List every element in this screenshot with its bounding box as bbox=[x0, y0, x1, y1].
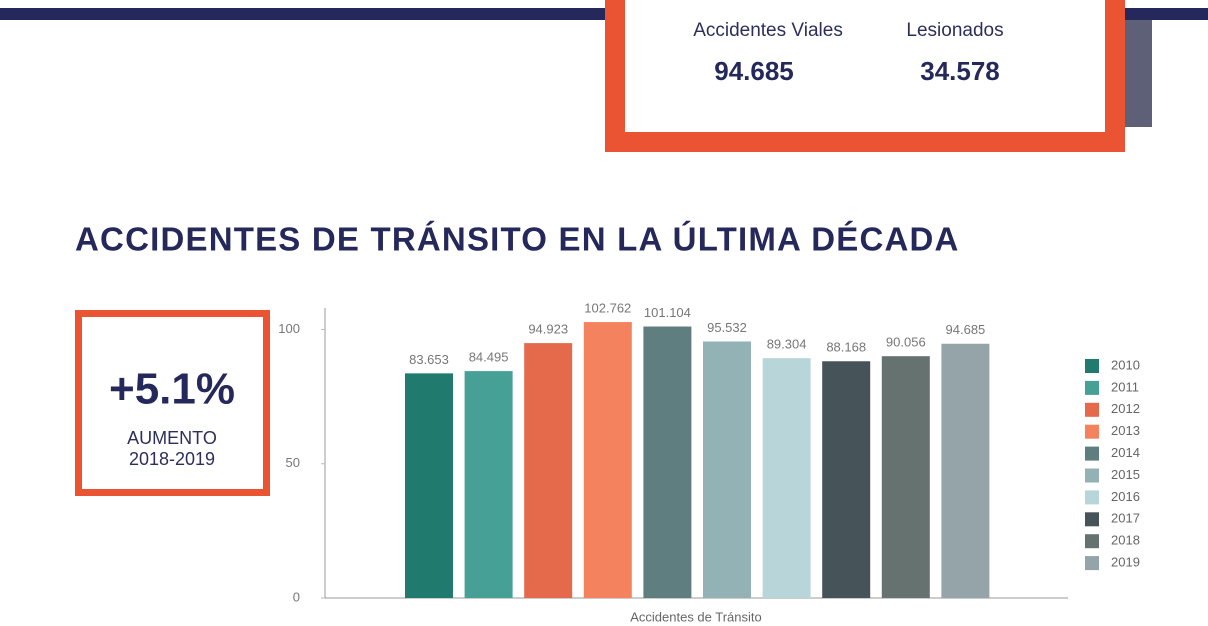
highlight-label: AUMENTO bbox=[127, 428, 217, 448]
stats-box bbox=[605, 0, 1125, 152]
legend-swatch bbox=[1085, 490, 1099, 505]
shadow-bar bbox=[1125, 20, 1152, 127]
bar bbox=[703, 341, 751, 598]
y-tick-label: 0 bbox=[293, 589, 300, 604]
legend-label: 2014 bbox=[1111, 445, 1140, 460]
data-label: 89.304 bbox=[767, 337, 807, 352]
y-tick-label: 100 bbox=[278, 321, 300, 336]
bar bbox=[643, 326, 692, 598]
bar bbox=[464, 371, 513, 598]
legend-swatch bbox=[1085, 402, 1099, 417]
highlight-box bbox=[75, 310, 270, 496]
legend-swatch bbox=[1085, 424, 1099, 439]
stat-label: Accidentes Viales bbox=[693, 20, 843, 41]
legend-swatch bbox=[1085, 468, 1099, 483]
highlight-period: 2018-2019 bbox=[129, 449, 215, 469]
bar bbox=[405, 373, 453, 598]
top-bar bbox=[0, 8, 620, 20]
bar bbox=[583, 322, 632, 598]
legend-label: 2015 bbox=[1111, 467, 1140, 482]
data-label: 84.495 bbox=[469, 350, 509, 365]
legend-swatch bbox=[1085, 380, 1099, 395]
data-label: 94.685 bbox=[946, 322, 986, 337]
legend-label: 2013 bbox=[1111, 423, 1140, 438]
legend-swatch bbox=[1085, 359, 1099, 373]
top-bar bbox=[1110, 8, 1208, 20]
highlight-value: +5.1% bbox=[109, 365, 235, 414]
legend-label: 2016 bbox=[1111, 489, 1140, 504]
legend-swatch bbox=[1085, 534, 1099, 549]
bar bbox=[524, 343, 573, 598]
legend-label: 2017 bbox=[1111, 511, 1140, 526]
bar-chart: 0 50 100 83.653 84.495 94.923 102.762 101.104 95… bbox=[278, 301, 1140, 625]
data-label: 102.762 bbox=[584, 301, 631, 316]
data-label: 101.104 bbox=[644, 305, 691, 320]
data-label: 88.168 bbox=[826, 340, 866, 355]
chart-title: ACCIDENTES DE TRÁNSITO EN LA ÚLTIMA DÉCA… bbox=[75, 221, 960, 258]
legend-swatch bbox=[1085, 556, 1099, 571]
x-axis-label: Accidentes de Tránsito bbox=[630, 609, 762, 624]
legend-label: 2012 bbox=[1111, 401, 1140, 416]
stat-value: 34.578 bbox=[920, 56, 1000, 86]
data-label: 95.532 bbox=[707, 320, 747, 335]
bar bbox=[822, 361, 871, 598]
legend-label: 2018 bbox=[1111, 533, 1140, 548]
data-label: 90.056 bbox=[886, 335, 926, 350]
legend-label: 2011 bbox=[1111, 379, 1139, 394]
legend-label: 2010 bbox=[1111, 357, 1140, 372]
bar bbox=[941, 343, 990, 598]
legend-label: 2019 bbox=[1111, 555, 1140, 570]
stat-label: Lesionados bbox=[906, 20, 1003, 41]
bar bbox=[881, 356, 930, 598]
stat-value: 94.685 bbox=[714, 56, 794, 86]
y-tick-label: 50 bbox=[286, 455, 300, 470]
legend-swatch bbox=[1085, 512, 1099, 527]
bar bbox=[762, 358, 811, 598]
data-label: 94.923 bbox=[528, 322, 568, 337]
legend-swatch bbox=[1085, 446, 1099, 461]
data-label: 83.653 bbox=[409, 352, 449, 367]
